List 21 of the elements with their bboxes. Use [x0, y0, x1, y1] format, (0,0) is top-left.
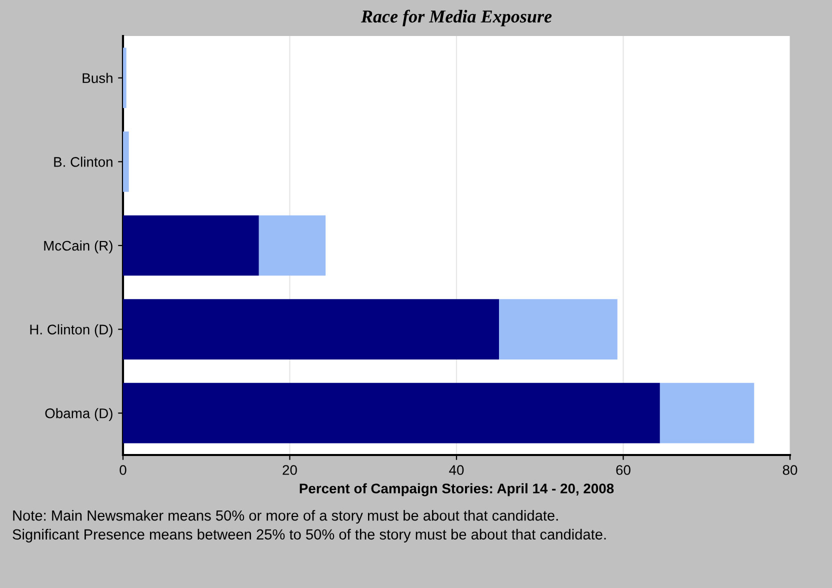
y-tick-label: Obama (D)	[45, 408, 112, 422]
y-tick-label: Bush	[82, 72, 112, 84]
bar	[123, 382, 660, 444]
bar	[258, 215, 326, 276]
y-tick-label: H. Clinton (D)	[30, 324, 112, 338]
x-tick-label: 80	[782, 465, 798, 475]
y-tick-label: B. Clinton	[54, 156, 112, 167]
x-axis-title: Percent of Campaign Stories: April 14 - 20, 2008	[300, 483, 614, 496]
bar	[123, 132, 129, 192]
chart-title: Race for Media Exposure	[360, 10, 552, 26]
text: Note: Main Newsmaker means 50% or more of a story must be about that candidate. Significant Presence means between 25% to 50% of the story must be about that candidate.	[12, 510, 606, 542]
x-tick-label: 0	[120, 465, 126, 475]
x-tick-label: 20	[282, 465, 297, 475]
bar	[123, 215, 259, 276]
bar	[123, 299, 500, 360]
bar	[123, 48, 126, 108]
bar	[660, 382, 754, 444]
y-tick-label: McCain (R)	[44, 240, 112, 254]
x-tick-label: 40	[449, 465, 464, 475]
x-tick-label: 60	[616, 465, 630, 475]
bar	[499, 299, 618, 360]
